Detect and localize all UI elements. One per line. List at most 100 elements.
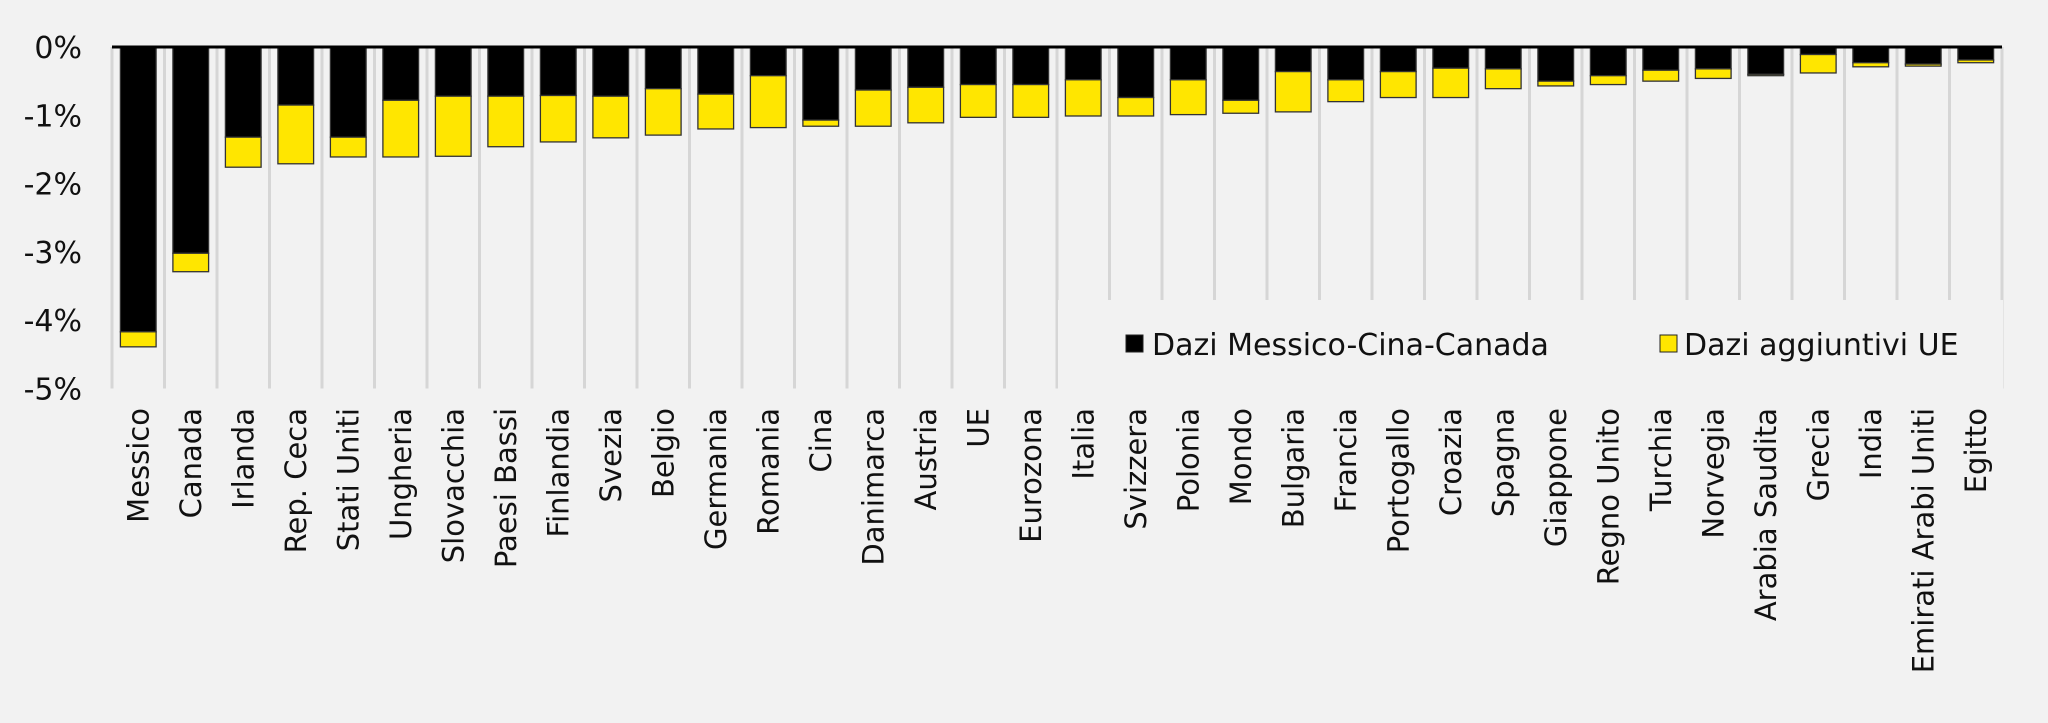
bar-india-dazi-aggiuntivi-ue xyxy=(1852,62,1890,68)
bar-romania-dazi-aggiuntivi-ue xyxy=(749,75,787,129)
y-tick-label: -5% xyxy=(24,373,82,408)
bar-turchia-dazi-aggiuntivi-ue xyxy=(1642,69,1680,82)
category-label-paesi-bassi: Paesi Bassi xyxy=(489,408,523,568)
bar-mondo-dazi-messico-cina-canada xyxy=(1222,46,1260,101)
bar-giappone-dazi-messico-cina-canada xyxy=(1537,46,1575,82)
bar-rep-ceca-dazi-aggiuntivi-ue xyxy=(277,104,315,165)
bar-turchia-dazi-messico-cina-canada xyxy=(1642,46,1680,71)
category-label-canada: Canada xyxy=(174,408,208,518)
category-label-emirati-arabi-uniti: Emirati Arabi Uniti xyxy=(1906,408,1940,673)
legend-swatch-dazi-aggiuntivi-ue xyxy=(1659,334,1678,353)
bar-paesi-bassi-dazi-aggiuntivi-ue xyxy=(487,95,525,148)
category-label-finlandia: Finlandia xyxy=(541,408,575,537)
bar-austria-dazi-aggiuntivi-ue xyxy=(907,86,945,124)
bar-romania-dazi-messico-cina-canada xyxy=(749,46,787,77)
category-label-svezia: Svezia xyxy=(594,408,628,502)
bar-ungheria-dazi-aggiuntivi-ue xyxy=(382,99,420,158)
legend-label-dazi-aggiuntivi-ue: Dazi aggiuntivi UE xyxy=(1684,328,1959,363)
category-label-cina: Cina xyxy=(804,408,838,472)
category-label-turchia: Turchia xyxy=(1644,408,1678,512)
bar-messico-dazi-messico-cina-canada xyxy=(119,46,157,333)
category-label-spagna: Spagna xyxy=(1486,408,1520,517)
bar-croazia-dazi-messico-cina-canada xyxy=(1432,46,1470,69)
category-label-belgio: Belgio xyxy=(646,408,680,498)
category-label-austria: Austria xyxy=(909,408,943,510)
y-axis-ticks: 0% -1% -2% -3% -4% -5% xyxy=(24,31,82,408)
category-label-grecia: Grecia xyxy=(1801,408,1835,501)
bar-arabia-saudita-dazi-aggiuntivi-ue xyxy=(1747,73,1785,77)
bar-spagna-dazi-aggiuntivi-ue xyxy=(1484,68,1522,90)
y-tick-label: -1% xyxy=(24,99,82,134)
bar-ue-dazi-aggiuntivi-ue xyxy=(959,83,997,118)
bar-belgio-dazi-aggiuntivi-ue xyxy=(644,88,682,136)
y-tick-label: 0% xyxy=(34,31,82,66)
bar-bulgaria-dazi-messico-cina-canada xyxy=(1274,46,1312,73)
category-label-eurozona: Eurozona xyxy=(1014,408,1048,543)
bar-finlandia-dazi-messico-cina-canada xyxy=(539,46,577,97)
category-label-egitto: Egitto xyxy=(1959,408,1993,493)
bar-portogallo-dazi-aggiuntivi-ue xyxy=(1379,70,1417,99)
bar-germania-dazi-aggiuntivi-ue xyxy=(697,93,735,130)
bar-svezia-dazi-messico-cina-canada xyxy=(592,46,630,97)
bar-india-dazi-messico-cina-canada xyxy=(1852,46,1890,64)
bar-svizzera-dazi-aggiuntivi-ue xyxy=(1117,96,1155,117)
bar-belgio-dazi-messico-cina-canada xyxy=(644,46,682,90)
bar-regno-unito-dazi-messico-cina-canada xyxy=(1589,46,1627,77)
bars xyxy=(119,46,1995,348)
bar-emirati-arabi-uniti-dazi-messico-cina-canada xyxy=(1904,46,1942,65)
bar-austria-dazi-messico-cina-canada xyxy=(907,46,945,88)
bar-regno-unito-dazi-aggiuntivi-ue xyxy=(1589,75,1627,86)
bar-eurozona-dazi-aggiuntivi-ue xyxy=(1012,83,1050,118)
category-label-arabia-saudita: Arabia Saudita xyxy=(1749,408,1783,621)
bar-grecia-dazi-aggiuntivi-ue xyxy=(1799,53,1837,74)
bar-italia-dazi-messico-cina-canada xyxy=(1064,46,1102,81)
category-label-ue: UE xyxy=(961,408,995,448)
bar-eurozona-dazi-messico-cina-canada xyxy=(1012,46,1050,86)
bar-rep-ceca-dazi-messico-cina-canada xyxy=(277,46,315,106)
category-label-ungheria: Ungheria xyxy=(384,408,418,540)
y-tick-label: -4% xyxy=(24,304,82,339)
category-label-romania: Romania xyxy=(751,408,785,535)
category-label-danimarca: Danimarca xyxy=(856,408,890,566)
bar-norvegia-dazi-messico-cina-canada xyxy=(1694,46,1732,70)
bar-slovacchia-dazi-aggiuntivi-ue xyxy=(434,95,472,157)
category-label-mondo: Mondo xyxy=(1224,408,1258,505)
bar-messico-dazi-aggiuntivi-ue xyxy=(119,331,157,348)
bar-germania-dazi-messico-cina-canada xyxy=(697,46,735,95)
category-label-messico: Messico xyxy=(121,408,155,523)
legend-swatch-dazi-messico-cina-canada xyxy=(1125,334,1144,353)
bar-francia-dazi-aggiuntivi-ue xyxy=(1327,79,1365,103)
bar-mondo-dazi-aggiuntivi-ue xyxy=(1222,99,1260,114)
category-label-stati-uniti: Stati Uniti xyxy=(331,408,365,551)
category-label-croazia: Croazia xyxy=(1434,408,1468,516)
bar-slovacchia-dazi-messico-cina-canada xyxy=(434,46,472,97)
bar-portogallo-dazi-messico-cina-canada xyxy=(1379,46,1417,73)
x-axis-category-labels: Messico Canada Irlanda Rep. Ceca Stati Uniti… xyxy=(121,408,1993,673)
category-label-polonia: Polonia xyxy=(1171,408,1205,512)
category-label-regno-unito: Regno Unito xyxy=(1591,408,1625,585)
y-tick-label: -2% xyxy=(24,168,82,203)
bar-paesi-bassi-dazi-messico-cina-canada xyxy=(487,46,525,97)
bar-danimarca-dazi-messico-cina-canada xyxy=(854,46,892,91)
bar-italia-dazi-aggiuntivi-ue xyxy=(1064,79,1102,117)
category-label-irlanda: Irlanda xyxy=(226,408,260,509)
bar-ungheria-dazi-messico-cina-canada xyxy=(382,46,420,101)
category-label-giappone: Giappone xyxy=(1539,408,1573,547)
bar-irlanda-dazi-messico-cina-canada xyxy=(224,46,262,138)
bar-norvegia-dazi-aggiuntivi-ue xyxy=(1694,68,1732,80)
category-label-rep-ceca: Rep. Ceca xyxy=(279,408,313,553)
bar-finlandia-dazi-aggiuntivi-ue xyxy=(539,94,577,143)
bar-ue-dazi-messico-cina-canada xyxy=(959,46,997,86)
legend-label-dazi-messico-cina-canada: Dazi Messico-Cina-Canada xyxy=(1152,328,1549,363)
bar-stati-uniti-dazi-aggiuntivi-ue xyxy=(329,136,367,158)
bar-canada-dazi-messico-cina-canada xyxy=(172,46,210,254)
bar-spagna-dazi-messico-cina-canada xyxy=(1484,46,1522,70)
category-label-portogallo: Portogallo xyxy=(1381,408,1415,553)
category-label-italia: Italia xyxy=(1066,408,1100,480)
bar-francia-dazi-messico-cina-canada xyxy=(1327,46,1365,81)
bar-bulgaria-dazi-aggiuntivi-ue xyxy=(1274,70,1312,113)
bar-egitto-dazi-aggiuntivi-ue xyxy=(1957,59,1995,64)
bar-polonia-dazi-messico-cina-canada xyxy=(1169,46,1207,81)
bar-svizzera-dazi-messico-cina-canada xyxy=(1117,46,1155,99)
bar-emirati-arabi-uniti-dazi-aggiuntivi-ue xyxy=(1904,63,1942,67)
